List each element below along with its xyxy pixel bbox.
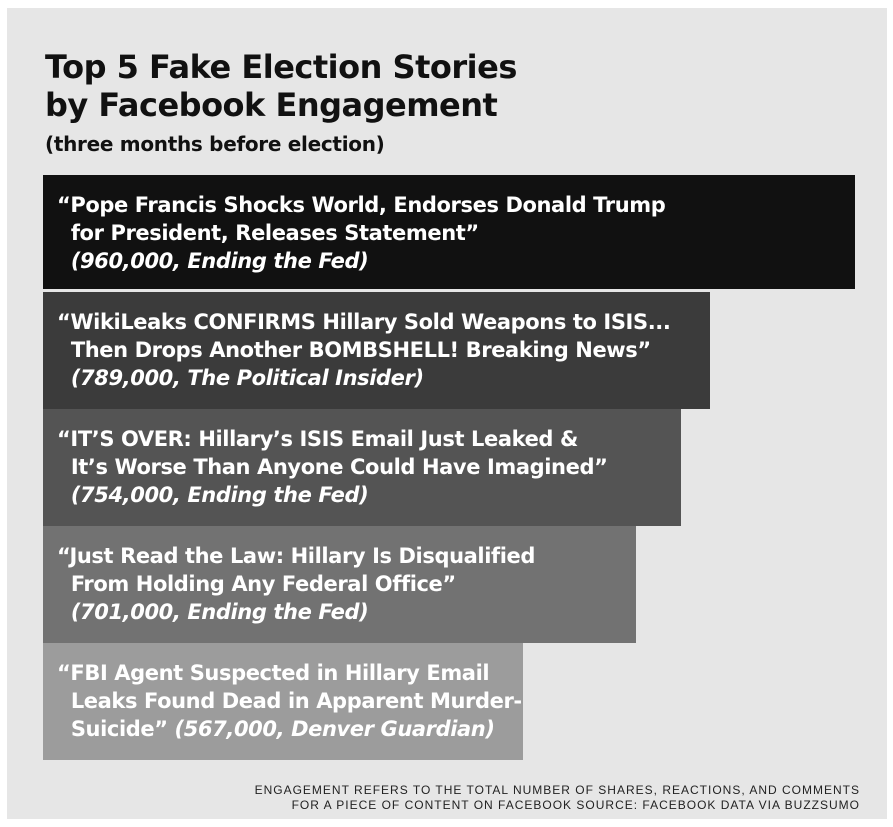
bar-meta-5: (567,000, Denver Guardian) [174,717,495,741]
bar-label-2: “WikiLeaks CONFIRMS Hillary Sold Weapons… [57,310,671,390]
chart-title-line-1: Top 5 Fake Election Stories [45,48,517,86]
bar-2: “WikiLeaks CONFIRMS Hillary Sold Weapons… [43,292,710,409]
footnote: ENGAGEMENT REFERS TO THE TOTAL NUMBER OF… [255,783,860,813]
infographic-panel: Top 5 Fake Election Stories by Facebook … [7,8,887,819]
bar-label-3: “IT’S OVER: Hillary’s ISIS Email Just Le… [57,427,608,507]
bar-3: “IT’S OVER: Hillary’s ISIS Email Just Le… [43,409,681,526]
bar-label-5: “FBI Agent Suspected in Hillary Email Le… [57,661,522,741]
bar-meta-1: (960,000, Ending the Fed) [57,249,369,273]
footnote-line-2: FOR A PIECE OF CONTENT ON FACEBOOK SOURC… [291,798,860,812]
bar-meta-4: (701,000, Ending the Fed) [57,600,369,624]
bar-meta-3: (754,000, Ending the Fed) [57,483,369,507]
chart-title-line-2: by Facebook Engagement [45,86,498,124]
bar-chart: “Pope Francis Shocks World, Endorses Don… [7,8,887,819]
bar-1: “Pope Francis Shocks World, Endorses Don… [43,175,855,289]
footnote-line-1: ENGAGEMENT REFERS TO THE TOTAL NUMBER OF… [254,783,860,797]
bar-4: “Just Read the Law: Hillary Is Disqualif… [43,526,636,643]
bar-5: “FBI Agent Suspected in Hillary Email Le… [43,643,523,760]
chart-subtitle: (three months before election) [45,132,385,156]
bar-meta-2: (789,000, The Political Insider) [57,366,424,390]
bar-label-1: “Pope Francis Shocks World, Endorses Don… [57,193,666,273]
bar-label-4: “Just Read the Law: Hillary Is Disqualif… [57,544,536,624]
